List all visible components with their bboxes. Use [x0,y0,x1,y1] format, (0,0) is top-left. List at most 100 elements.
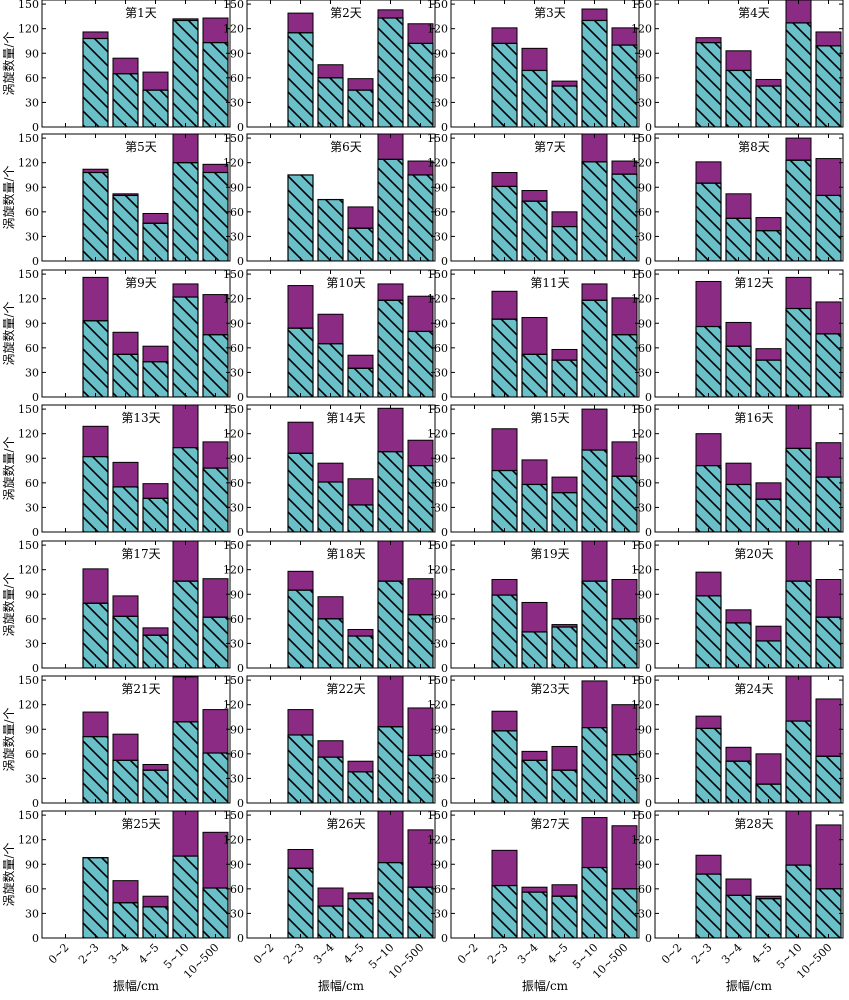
panel: 0 30 60 90 120 150 第7天 [427,132,640,268]
bar-hatch [202,467,229,532]
y-tick-label: 0 [32,391,39,404]
panel: 0 30 60 90 120 150 第10天 [223,268,436,404]
bar-upper-segment [377,9,404,19]
bar-upper-segment [377,541,404,582]
x-tick-label: 4~5 [341,941,367,967]
bar-upper-segment [755,78,782,87]
axes-frame [654,133,844,262]
bar-upper-segment [347,206,374,229]
bar-hatch [377,451,404,532]
y-tick-label: 30 [434,772,448,785]
y-tick-label: 90 [434,858,448,871]
y-tick-label: 120 [631,23,652,36]
bar-upper-segment [347,354,374,369]
bar-upper-segment [581,680,608,729]
bar-upper-segment [491,428,518,472]
y-tick-label: 120 [427,834,448,847]
panel: 0 30 60 90 120 150 第20天 [631,539,844,675]
bar-hatch [551,85,578,127]
bar-upper-segment [551,80,578,87]
bar-hatch [142,361,169,397]
bar-upper-segment [755,217,782,232]
bar-upper-segment [521,190,548,202]
bar-hatch [551,492,578,532]
bar-upper-segment [317,64,344,79]
y-tick-label: 90 [25,181,39,194]
bar-hatch [82,320,109,397]
bar-hatch [287,452,314,532]
y-tick-label: 150 [427,674,448,687]
bar-hatch [815,755,842,803]
bar-upper-segment [581,541,608,582]
bar-upper-segment [521,886,548,893]
y-tick-label: 60 [638,748,652,761]
x-tick-label: 3~4 [311,941,337,967]
bar-hatch [317,77,344,127]
panel: 0 30 60 90 120 150 第12天 [631,268,844,404]
bar-hatch [815,888,842,938]
bar-hatch [407,465,434,532]
bar-upper-segment [611,297,638,336]
axes-frame [246,675,436,804]
panel-title: 第27天 [530,817,569,831]
y-tick-label: 150 [631,0,652,11]
y-tick-label: 60 [230,342,244,355]
bar-upper-segment [82,276,109,322]
bar-upper-segment [815,158,842,196]
y-tick-label: 30 [25,96,39,109]
bar-upper-segment [142,627,169,636]
bar-hatch [202,887,229,938]
x-tick-label: 4~5 [545,941,571,967]
y-tick-label: 150 [18,0,39,11]
bars-group [695,676,842,803]
axes-frame [654,675,844,804]
bar-upper-segment [581,8,608,21]
bar-hatch [815,333,842,397]
bar-hatch [82,456,109,532]
y-tick-label: 30 [25,230,39,243]
bar-hatch [611,475,638,532]
bar-upper-segment [112,733,139,761]
y-tick-label: 60 [638,72,652,85]
y-tick-label: 0 [645,662,652,675]
bars-group [82,405,229,532]
bar-upper-segment [172,134,199,164]
bar-hatch [317,618,344,668]
y-tick-label: 120 [18,293,39,306]
y-tick-label: 150 [631,809,652,822]
panel: 0 30 60 90 120 150 第23天 [427,674,640,810]
bar-hatch [82,602,109,668]
bar-upper-segment [521,47,548,71]
y-tick-label: 0 [237,932,244,945]
axes-frame [41,269,231,398]
y-tick-label: 30 [230,501,244,514]
bar-hatch [491,185,518,261]
bar-hatch [551,225,578,261]
bar-upper-segment [695,571,722,597]
axes-frame [246,540,436,669]
x-tick-label: 4~5 [749,941,775,967]
y-tick-label: 120 [427,564,448,577]
bar-upper-segment [551,745,578,771]
bar-upper-segment [142,895,169,908]
y-tick-label: 60 [638,477,652,490]
bar-hatch [755,230,782,261]
axes-frame [41,540,231,669]
y-tick-label: 90 [638,588,652,601]
panel-title: 第22天 [326,682,365,696]
panel: 0 30 60 90 120 150 第18天 [223,539,436,675]
panel-title: 第24天 [734,682,773,696]
bar-hatch [112,486,139,532]
y-tick-label: 60 [25,206,39,219]
bar-upper-segment [82,568,109,604]
bar-upper-segment [142,345,169,363]
bar-hatch [491,318,518,397]
y-tick-label: 120 [18,23,39,36]
bar-upper-segment [347,478,374,506]
bar-hatch [725,483,752,532]
